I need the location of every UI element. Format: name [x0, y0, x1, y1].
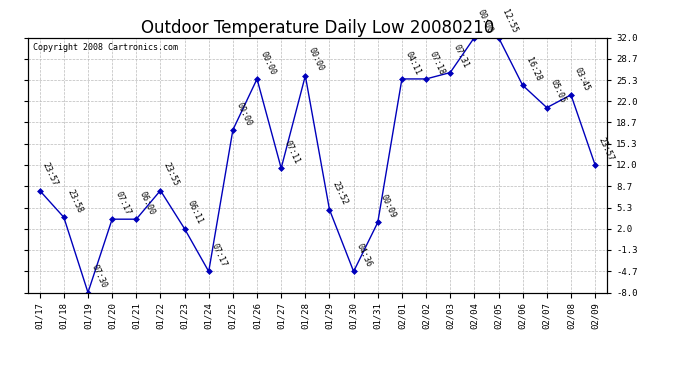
Text: 23:57: 23:57 — [41, 161, 60, 188]
Text: 00:00: 00:00 — [235, 101, 253, 127]
Text: 07:18: 07:18 — [428, 50, 446, 76]
Text: 00:00: 00:00 — [476, 8, 495, 35]
Text: 07:30: 07:30 — [90, 263, 108, 290]
Text: 07:31: 07:31 — [452, 44, 471, 70]
Text: 07:11: 07:11 — [283, 139, 302, 165]
Text: 23:52: 23:52 — [331, 180, 350, 207]
Text: 00:09: 00:09 — [380, 193, 398, 220]
Text: 07:17: 07:17 — [114, 190, 132, 216]
Text: 23:58: 23:58 — [66, 188, 84, 214]
Text: 00:00: 00:00 — [307, 46, 326, 73]
Text: 23:55: 23:55 — [162, 161, 181, 188]
Text: 06:00: 06:00 — [138, 190, 157, 216]
Text: 04:11: 04:11 — [404, 50, 422, 76]
Text: Outdoor Temperature Daily Low 20080210: Outdoor Temperature Daily Low 20080210 — [141, 19, 494, 37]
Text: 00:00: 00:00 — [259, 50, 277, 76]
Text: 07:17: 07:17 — [210, 242, 229, 268]
Text: 03:45: 03:45 — [573, 66, 591, 92]
Text: 05:05: 05:05 — [549, 78, 567, 105]
Text: 06:11: 06:11 — [186, 200, 205, 226]
Text: 16:28: 16:28 — [524, 56, 543, 82]
Text: 04:36: 04:36 — [355, 242, 374, 268]
Text: 23:57: 23:57 — [597, 136, 615, 162]
Text: Copyright 2008 Cartronics.com: Copyright 2008 Cartronics.com — [33, 43, 179, 52]
Text: 12:55: 12:55 — [500, 8, 519, 35]
